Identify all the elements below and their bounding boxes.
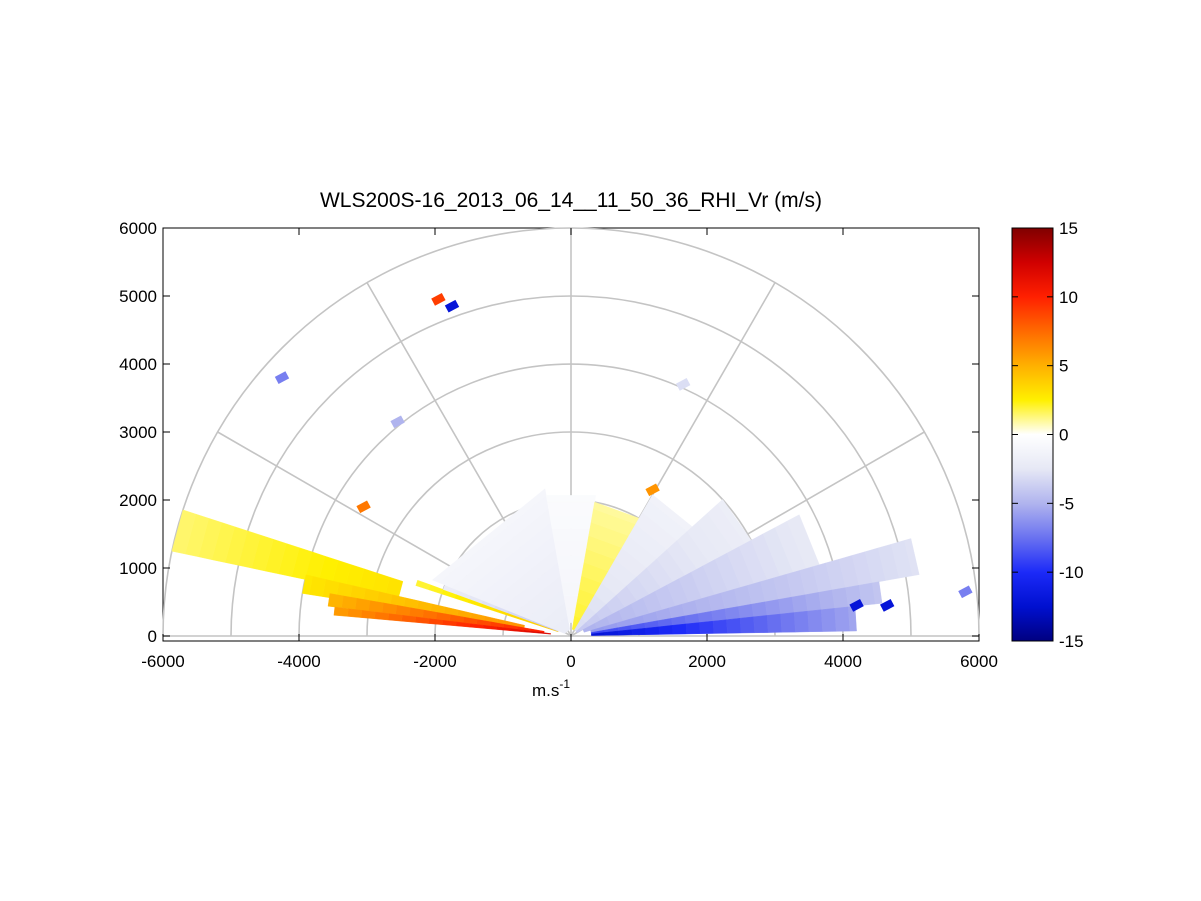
x-tick-label: -6000 [141, 652, 184, 671]
velocity-gate [780, 612, 796, 633]
velocity-gate [658, 625, 674, 635]
velocity-gate [431, 488, 547, 583]
x-tick-label: 0 [566, 652, 575, 671]
velocity-data [171, 293, 973, 636]
x-tick-label: 4000 [824, 652, 862, 671]
velocity-gate [561, 582, 581, 596]
velocity-gate [545, 495, 597, 503]
velocity-gate [751, 601, 768, 618]
x-tick-label: 2000 [688, 652, 726, 671]
colorbar-tick-label: -10 [1059, 563, 1084, 582]
velocity-gate [333, 606, 349, 617]
velocity-gate [699, 620, 715, 634]
velocity-gate [807, 609, 823, 633]
colorbar-tick-label: 0 [1059, 426, 1068, 445]
velocity-gate [726, 617, 742, 634]
velocity-gate [739, 616, 755, 634]
velocity-gate [354, 597, 371, 612]
velocity-gate [672, 623, 687, 635]
y-tick-label: 2000 [119, 491, 157, 510]
velocity-point [431, 293, 446, 306]
velocity-gate [685, 622, 701, 635]
velocity-gate [171, 509, 197, 555]
velocity-gate [327, 593, 344, 609]
velocity-gate [551, 528, 591, 543]
chart-title: WLS200S-16_2013_06_14__11_50_36_RHI_Vr (… [320, 189, 822, 212]
velocity-point [274, 371, 290, 384]
velocity-gate [556, 555, 586, 570]
velocity-gate [368, 600, 384, 614]
colorbar-tick-label: -15 [1059, 632, 1084, 651]
velocity-gate [778, 596, 795, 615]
velocity-point [390, 415, 405, 429]
velocity-point [444, 299, 460, 313]
y-tick-label: 3000 [119, 423, 157, 442]
velocity-gate [805, 592, 822, 612]
velocity-point [645, 483, 660, 497]
velocity-gate [872, 581, 883, 605]
colorbar-tick-label: 10 [1059, 288, 1078, 307]
velocity-point [958, 585, 973, 599]
velocity-gate [820, 608, 837, 632]
velocity-gate [724, 606, 741, 620]
velocity-gate [360, 610, 376, 620]
velocity-point [676, 378, 691, 391]
velocity-gate [554, 542, 588, 556]
x-tick-label: -4000 [277, 652, 320, 671]
velocity-point [880, 599, 895, 612]
velocity-gate [341, 595, 357, 610]
velocity-gate [834, 606, 851, 632]
velocity-gate [738, 603, 754, 619]
velocity-gate [415, 579, 431, 591]
x-axis-label: m.s-1 [532, 677, 570, 700]
velocity-gate [712, 619, 728, 634]
y-tick-label: 1000 [119, 559, 157, 578]
y-tick-label: 6000 [119, 219, 157, 238]
x-tick-label: 6000 [960, 652, 998, 671]
velocity-gate [818, 589, 835, 610]
velocity-gate [549, 515, 593, 530]
velocity-gate [791, 594, 808, 613]
colorbar [1011, 227, 1054, 642]
x-tick-label: -2000 [413, 652, 456, 671]
y-tick-label: 0 [148, 627, 157, 646]
velocity-point [849, 599, 864, 612]
velocity-gate [711, 608, 727, 622]
velocity-gate [347, 608, 363, 618]
velocity-gate [753, 615, 769, 634]
velocity-gate [631, 627, 647, 636]
velocity-gate [764, 599, 781, 616]
velocity-gate [904, 538, 920, 577]
colorbar-ticks: 15 10 5 0 -5 -10 -15 [1012, 219, 1084, 651]
velocity-gate [374, 611, 390, 621]
velocity-gate [558, 568, 584, 583]
colorbar-tick-label: 5 [1059, 357, 1068, 376]
colorbar-tick-label: -5 [1059, 494, 1074, 513]
axes: -6000 -4000 -2000 0 2000 4000 6000 0 1000 2000 300… [119, 219, 998, 671]
velocity-gate [766, 613, 783, 633]
velocity-gate [302, 574, 313, 595]
velocity-gate [793, 610, 810, 633]
velocity-gate [547, 501, 595, 516]
velocity-gate [645, 626, 660, 635]
colorbar-tick-label: 15 [1059, 219, 1078, 238]
y-tick-label: 5000 [119, 287, 157, 306]
velocity-point [356, 500, 371, 514]
y-tick-label: 4000 [119, 355, 157, 374]
